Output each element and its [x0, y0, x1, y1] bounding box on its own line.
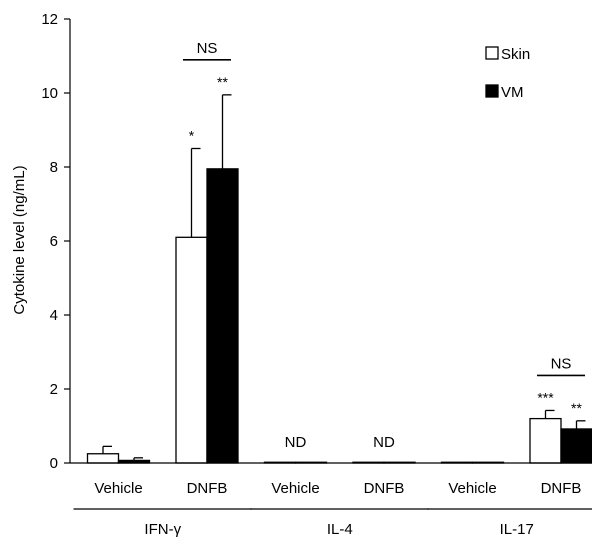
bar-skin: [86, 453, 120, 464]
y-tick-label: 8: [50, 159, 58, 176]
y-axis-title: Cytokine level (ng/mL): [11, 165, 28, 314]
legend-swatch-skin: [485, 46, 499, 60]
bar-vm: [206, 168, 239, 464]
y-tick-label: 12: [41, 11, 58, 28]
y-tick-label: 4: [50, 307, 58, 324]
x-tick-label: DNFB: [364, 480, 405, 497]
significance-mark: **: [571, 400, 582, 416]
bar-skin: [175, 236, 208, 464]
y-tick-label: 6: [50, 233, 58, 250]
bar-vm: [560, 428, 592, 464]
significance-mark: ***: [537, 389, 554, 405]
x-tick-label: Vehicle: [271, 480, 319, 497]
nd-label: ND: [373, 434, 395, 451]
significance-mark: *: [189, 128, 195, 144]
x-tick-label: DNFB: [541, 480, 582, 497]
ns-label: NS: [197, 40, 218, 57]
significance-mark: **: [217, 74, 228, 90]
x-tick-label: DNFB: [187, 480, 228, 497]
bar-skin: [529, 417, 562, 464]
x-axis: Vehicle DNFB Vehicle DNFB Vehicle DNFB IFN-γ IL…: [70, 462, 592, 538]
y-tick-label: 2: [50, 381, 58, 398]
x-tick-label: Vehicle: [448, 480, 496, 497]
nd-label: ND: [285, 434, 307, 451]
legend: Skin VM: [485, 46, 530, 101]
legend-label-skin: Skin: [501, 46, 530, 63]
ns-label: NS: [551, 355, 572, 372]
y-tick-label: 0: [50, 455, 58, 472]
group-label: IL-4: [327, 521, 353, 538]
x-tick-label: Vehicle: [94, 480, 142, 497]
y-axis: 0 2 4 6 8 10 12: [41, 11, 71, 472]
legend-swatch-vm: [485, 84, 499, 98]
y-tick-label: 10: [41, 85, 58, 102]
group-label: IL-17: [500, 521, 534, 538]
legend-label-vm: VM: [501, 84, 524, 101]
group-label: IFN-γ: [144, 521, 181, 538]
bars: [86, 94, 592, 464]
